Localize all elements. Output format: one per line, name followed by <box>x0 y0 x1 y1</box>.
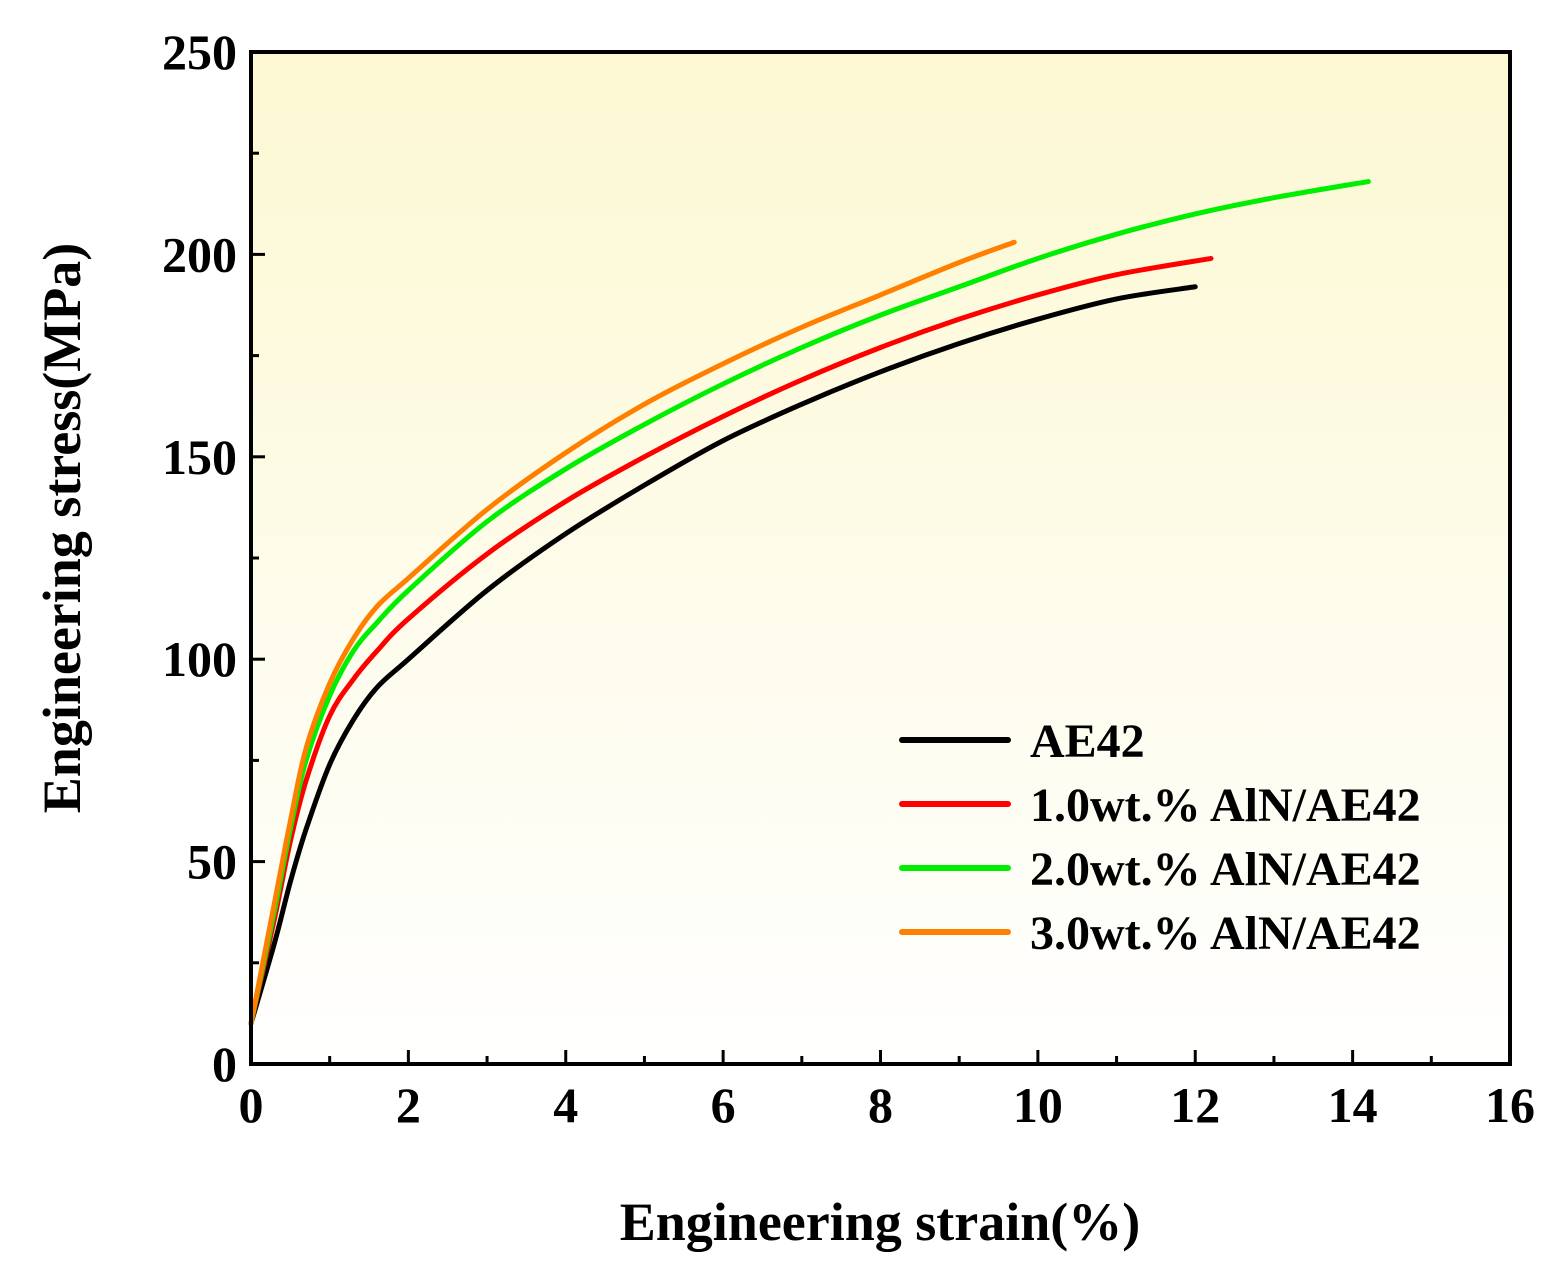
y-tick-label: 50 <box>187 834 237 890</box>
legend: AE42 1.0wt.% AlN/AE42 2.0wt.% AlN/AE42 3.0w… <box>899 715 1421 960</box>
y-tick-label: 250 <box>162 24 237 80</box>
legend-label-4: 3.0wt.% AlN/AE42 <box>1030 907 1421 960</box>
x-tick-label: 16 <box>1485 1077 1535 1133</box>
series-layer <box>248 179 1371 1027</box>
x-tick-label: 0 <box>239 1077 264 1133</box>
y-tick-label: 100 <box>162 631 237 687</box>
y-tick-label: 150 <box>162 429 237 485</box>
series-line-2 <box>248 255 1214 1027</box>
y-axis-title: Engineering stress(MPa) <box>32 243 92 813</box>
series-line-3 <box>248 179 1371 1027</box>
y-tick-label: 0 <box>212 1036 237 1092</box>
x-tick-label: 2 <box>396 1077 421 1133</box>
x-tick-label: 10 <box>1013 1077 1063 1133</box>
tick-labels-layer: 0 2 4 6 8 10 12 14 16 0 50 100 150 200 250 <box>162 24 1535 1133</box>
x-tick-label: 14 <box>1328 1077 1378 1133</box>
x-tick-label: 12 <box>1170 1077 1220 1133</box>
legend-label-3: 2.0wt.% AlN/AE42 <box>1030 843 1421 896</box>
x-tick-label: 6 <box>711 1077 736 1133</box>
series-line-1 <box>248 284 1198 1027</box>
y-tick-label: 200 <box>162 226 237 282</box>
x-axis-title: Engineering strain(%) <box>620 1192 1141 1252</box>
x-tick-label: 8 <box>868 1077 893 1133</box>
series-line-4 <box>248 239 1017 1027</box>
ticks-layer <box>249 50 1512 1066</box>
legend-label-2: 1.0wt.% AlN/AE42 <box>1030 779 1421 832</box>
legend-label-1: AE42 <box>1030 715 1145 768</box>
plot-background <box>251 52 1510 1064</box>
x-tick-label: 4 <box>553 1077 578 1133</box>
